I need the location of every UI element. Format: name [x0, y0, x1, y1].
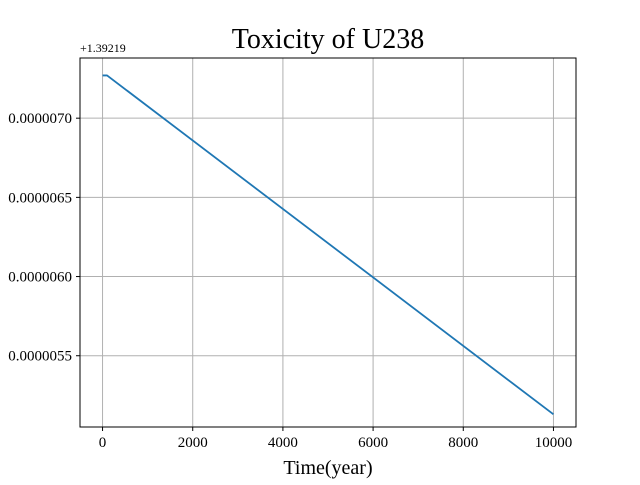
grid-layer	[80, 58, 576, 427]
x-tick-label: 6000	[358, 435, 388, 451]
y-tick-label: 0.0000070	[8, 111, 72, 127]
x-tick-label: 8000	[448, 435, 478, 451]
x-axis-label: Time(year)	[283, 457, 372, 479]
tick-layer: 0 2000 4000 6000 8000 10000 0.0000055 0.0000060…	[8, 111, 572, 451]
x-tick-label: 4000	[268, 435, 298, 451]
x-tick-label: 2000	[178, 435, 208, 451]
y-tick-label: 0.0000060	[8, 270, 72, 286]
x-tick-label: 10000	[535, 435, 573, 451]
x-tick-label: 0	[99, 435, 107, 451]
y-tick-label: 0.0000065	[8, 190, 72, 206]
chart-title: Toxicity of U238	[232, 24, 424, 55]
y-tick-label: 0.0000055	[8, 349, 72, 365]
plot-frame	[79, 57, 577, 428]
series-line	[102, 74, 554, 416]
y-axis-offset-text: +1.39219	[80, 41, 126, 55]
series-layer	[102, 74, 554, 416]
